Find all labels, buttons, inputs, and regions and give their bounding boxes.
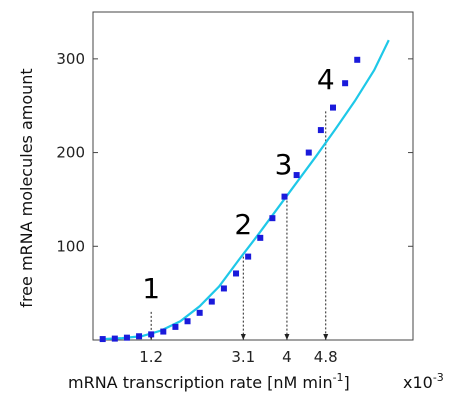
x-axis: 1.2 3.1 4 4.8: [139, 335, 338, 366]
series-group: [99, 39, 390, 343]
data-point: [220, 285, 227, 292]
x-axis-label-sup: -1: [333, 371, 344, 384]
y-tick-label: 100: [56, 237, 85, 255]
y-axis: 100 200 300: [56, 50, 413, 255]
plot-frame: [92, 11, 414, 341]
y-tick-label: 200: [56, 144, 85, 162]
data-point: [111, 335, 118, 342]
x-axis-label: mRNA transcription rate [nM min-1]: [68, 371, 350, 392]
y-tick-label: 300: [56, 50, 85, 68]
x-axis-scale-sup: -3: [433, 371, 444, 384]
data-point: [148, 331, 155, 338]
x-tick-label: 1.2: [139, 348, 163, 366]
x-axis-label-main: mRNA transcription rate [nM min: [68, 373, 333, 392]
data-point: [317, 127, 324, 134]
data-point: [208, 298, 215, 305]
x-tick-label: 3.1: [231, 348, 255, 366]
data-point: [196, 309, 203, 316]
annotation-labels: 1 23 4: [142, 63, 334, 305]
y-axis-label: free mRNA molecules amount: [17, 68, 36, 307]
x-axis-label-tail: ]: [344, 373, 350, 392]
guide-arrowhead: [240, 334, 246, 340]
plot-border: [92, 11, 414, 341]
data-point: [136, 333, 143, 340]
point-number-label: 1: [142, 272, 160, 305]
data-point: [269, 215, 276, 222]
data-point: [233, 270, 240, 277]
guide-arrowhead: [323, 334, 329, 340]
data-point: [293, 172, 300, 179]
data-point: [257, 234, 264, 241]
data-point: [281, 193, 288, 200]
data-point: [160, 328, 167, 335]
point-number-label: 4: [317, 63, 335, 96]
data-point: [342, 80, 349, 87]
guide-arrowhead: [284, 334, 290, 340]
data-point: [184, 318, 191, 325]
point-number-label: 3: [275, 148, 293, 181]
data-point: [99, 336, 106, 343]
x-tick-label: 4.8: [314, 348, 338, 366]
x-axis-scale: x10-3: [403, 371, 444, 392]
data-point: [123, 334, 130, 341]
data-point: [172, 323, 179, 330]
data-point: [354, 56, 361, 63]
data-point: [305, 149, 312, 156]
data-point: [245, 253, 252, 260]
x-axis-scale-base: x10: [403, 373, 433, 392]
point-number-label: 2: [234, 208, 252, 241]
data-point: [330, 104, 336, 111]
x-tick-label: 4: [282, 348, 292, 366]
